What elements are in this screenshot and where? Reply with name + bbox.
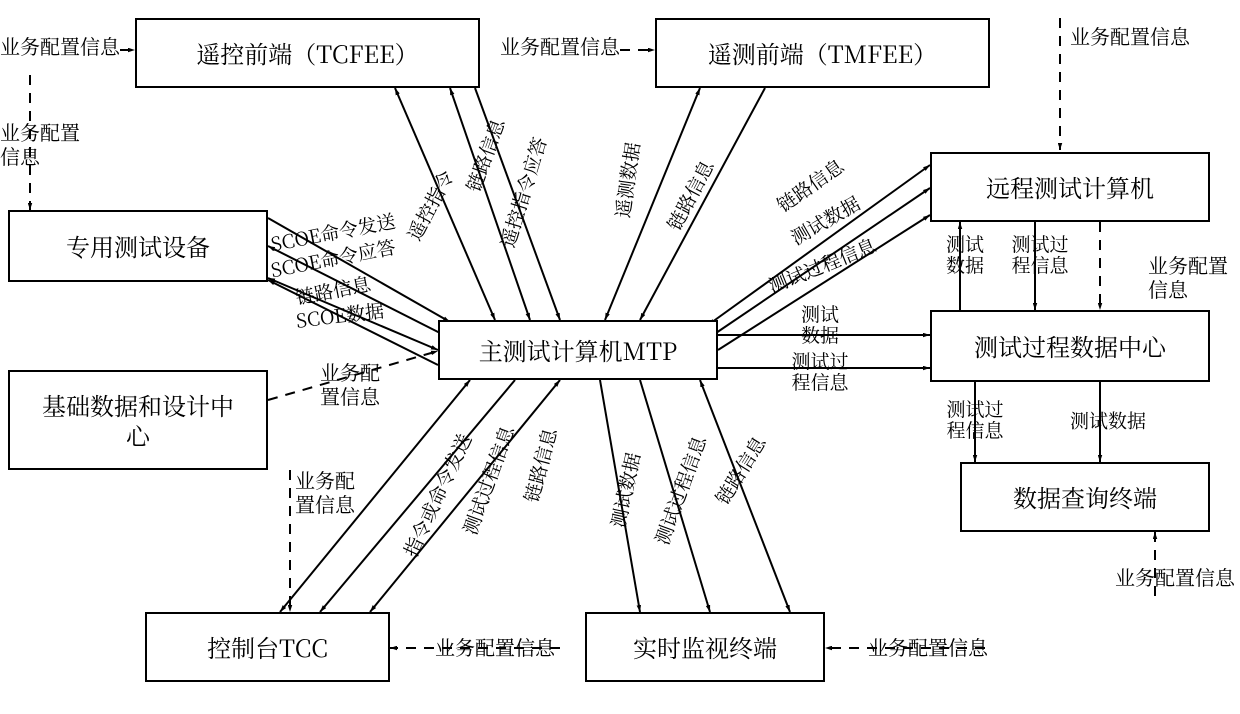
edge-label-15: 测试过 程信息 [791,351,848,393]
node-monitor: 实时监视终端 [585,612,825,682]
ext-label-1: 业务配置信息 [500,34,620,58]
ext-label-7: 业务配置信息 [868,635,988,659]
node-tmfee: 遥测前端（TMFEE） [655,18,990,88]
edge-label-16: 测试过 程信息 [946,399,1003,441]
node-tcc: 控制台TCC [145,612,390,682]
ext-label-5: 业务配 置信息 [295,468,355,516]
node-design: 基础数据和设计中 心 [8,370,268,470]
ext-label-6: 业务配置信息 [435,635,555,659]
ext-label-0: 业务配置信息 [0,34,120,58]
edge-label-0: 遥控指令 [404,167,456,243]
node-mtp: 主测试计算机MTP [438,320,718,380]
ext-label-9: 业务配置信息 [1148,253,1240,301]
edge-label-22: 测试过程信息 [652,433,709,547]
edge-8 [640,88,765,320]
node-remote: 远程测试计算机 [930,152,1210,222]
edge-label-14: 测试 数据 [801,304,839,346]
edge-label-13: 测试过 程信息 [1011,234,1068,276]
edge-label-20: 链路信息 [521,426,559,504]
edge-label-2: 遥控指令应答 [497,135,549,250]
edge-label-12: 测试 数据 [946,234,984,276]
diagram-canvas: 遥控前端（TCFEE） 遥测前端（TMFEE） 专用测试设备基础数据和设计中 心 主测… [0,0,1240,714]
ext-label-3: 业务配置信息 [1070,24,1190,48]
edge-label-8: SCOE数据 [295,300,385,330]
node-scoe: 专用测试设备 [8,210,268,282]
edge-label-18: 指令或命令发送 [400,431,473,560]
edge-label-4: 链路信息 [664,157,716,233]
edge-label-21: 测试数据 [608,451,642,529]
edge-label-11: 测试过程信息 [766,235,879,295]
ext-label-8: 业务配置信息 [1115,565,1235,589]
edge-label-17: 测试数据 [1070,411,1146,430]
node-tcfee: 遥控前端（TCFEE） [135,18,480,88]
edge-label-1: 链路信息 [463,116,507,194]
node-query: 数据查询终端 [960,462,1210,532]
ext-label-2: 业务配置 信息 [0,120,80,168]
edge-label-3: 遥测数据 [612,141,641,219]
ext-label-4: 业务配 置信息 [320,360,380,408]
node-center: 测试过程数据中心 [930,310,1210,382]
edge-label-23: 链路信息 [712,433,768,508]
